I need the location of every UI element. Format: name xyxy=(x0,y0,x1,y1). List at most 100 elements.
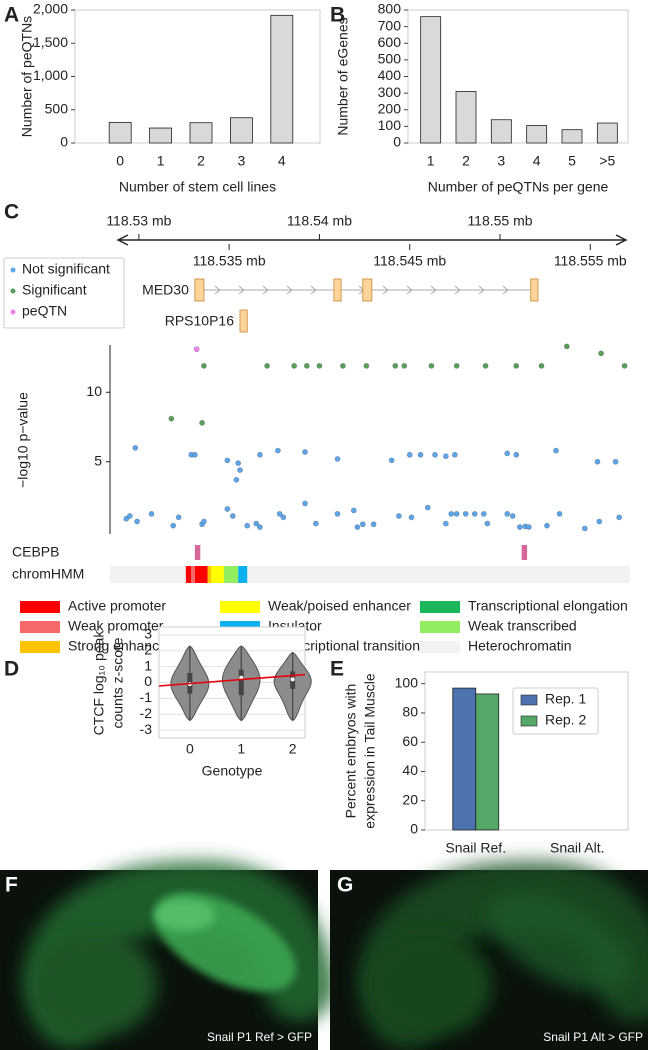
point xyxy=(598,350,605,357)
point xyxy=(148,510,155,517)
point xyxy=(406,451,413,458)
y-tick-label: 700 xyxy=(378,17,402,33)
point xyxy=(334,456,341,462)
point xyxy=(504,450,511,457)
y-tick-label: 10 xyxy=(86,383,102,399)
strand-chevron xyxy=(286,285,293,295)
point xyxy=(442,520,449,527)
x-tick-label: 2 xyxy=(197,153,205,169)
legend-label: Active promoter xyxy=(68,598,166,614)
plot-frame xyxy=(424,671,629,831)
y-axis-label: Number of eGenes xyxy=(335,17,351,135)
point xyxy=(442,453,449,460)
gene-axis-tick-label: 118.535 mb xyxy=(193,253,266,269)
gene-axis-tick-label: 118.545 mb xyxy=(373,253,446,269)
point xyxy=(302,449,308,455)
panel-letter: B xyxy=(330,4,345,27)
legend-label: Rep. 1 xyxy=(545,691,586,707)
y-tick-label: 1,000 xyxy=(33,67,68,83)
legend-label: peQTN xyxy=(22,303,67,319)
point xyxy=(200,518,207,525)
legend-swatch xyxy=(20,621,60,633)
bar xyxy=(490,119,512,144)
point xyxy=(392,362,399,369)
point xyxy=(291,362,298,369)
legend-label: Weak/poised enhancer xyxy=(268,598,411,614)
legend-label: Weak transcribed xyxy=(468,618,577,634)
x-tick-label: 3 xyxy=(238,153,246,169)
x-tick-label: 4 xyxy=(533,153,541,169)
image-caption: Snail P1 Alt > GFP xyxy=(543,1030,643,1044)
legend-swatch xyxy=(20,601,60,613)
point xyxy=(132,444,139,451)
y-tick-label: 500 xyxy=(45,100,69,116)
trend-line xyxy=(158,673,306,687)
y-axis-label: Number of peQTNs xyxy=(19,16,35,137)
strand-chevron xyxy=(502,285,509,295)
legend-label: Heterochromatin xyxy=(468,638,572,654)
point xyxy=(359,521,366,528)
point xyxy=(316,362,323,369)
point xyxy=(224,506,231,512)
point xyxy=(123,515,130,522)
exon xyxy=(530,278,539,302)
point xyxy=(280,514,287,521)
point xyxy=(616,514,623,521)
point xyxy=(428,362,435,369)
track-label: chromHMM xyxy=(12,566,84,582)
point xyxy=(451,451,458,458)
chromatin-segment xyxy=(223,566,239,583)
bar xyxy=(452,687,477,831)
point xyxy=(256,524,263,530)
image-caption: Snail P1 Ref > GFP xyxy=(207,1030,312,1044)
exon xyxy=(194,278,205,302)
legend-label: Not significant xyxy=(22,261,110,277)
panel-letter: G xyxy=(337,874,353,897)
exon xyxy=(362,278,373,302)
x-tick-label: 118.55 mb xyxy=(467,213,532,229)
point xyxy=(276,510,283,517)
point xyxy=(370,521,377,528)
x-axis-label: Number of peQTNs per gene xyxy=(428,179,609,195)
y-tick-label: -3 xyxy=(140,721,153,737)
y-tick-label: 20 xyxy=(402,791,418,807)
point xyxy=(516,524,523,530)
point xyxy=(264,362,270,369)
x-tick-label: 5 xyxy=(568,153,576,169)
bar xyxy=(189,122,213,144)
strand-chevron xyxy=(454,285,461,295)
chromatin-segment xyxy=(191,566,195,583)
micrograph-f xyxy=(0,860,336,1050)
y-tick-label: 0 xyxy=(60,134,68,150)
point xyxy=(253,520,260,527)
point xyxy=(544,522,550,529)
bar xyxy=(561,129,583,144)
point xyxy=(275,447,281,454)
point xyxy=(509,513,516,519)
bar xyxy=(149,127,173,144)
bar xyxy=(270,14,294,144)
point xyxy=(538,362,545,369)
y-axis-label: counts z-score xyxy=(110,637,126,728)
legend-label: Strong enhancer xyxy=(68,638,172,654)
x-tick-label: 3 xyxy=(497,153,505,169)
point xyxy=(453,510,460,517)
x-tick-label: 2 xyxy=(289,741,297,757)
x-tick-label: 0 xyxy=(116,153,124,169)
point xyxy=(621,362,628,369)
chromatin-segment xyxy=(185,566,192,583)
y-axis-label: Percent embryos with xyxy=(343,684,359,819)
point xyxy=(170,522,177,529)
point xyxy=(256,451,263,458)
legend-swatch xyxy=(20,641,60,653)
point xyxy=(556,510,563,517)
point xyxy=(417,451,424,458)
point xyxy=(191,451,198,458)
panel-letter: A xyxy=(4,4,19,27)
legend-swatch xyxy=(220,601,260,613)
point xyxy=(424,504,431,511)
y-tick-label: -2 xyxy=(140,705,153,721)
point xyxy=(525,524,532,530)
point xyxy=(482,362,489,369)
